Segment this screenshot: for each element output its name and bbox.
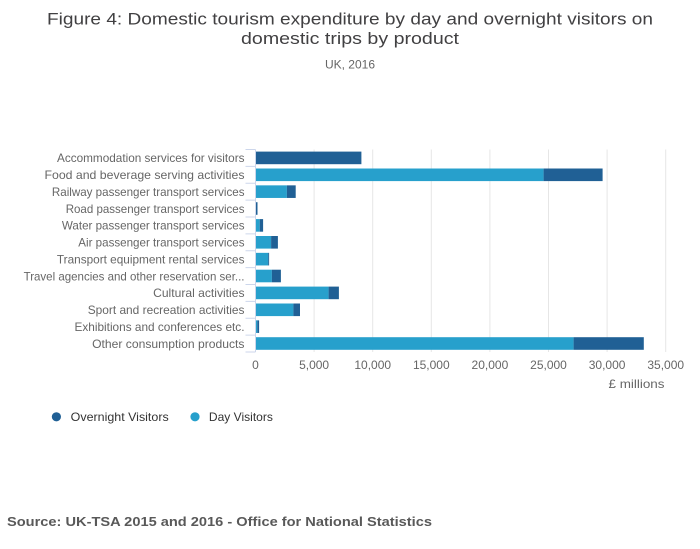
svg-text:Source: UK-TSA 2015 and 2016 -: Source: UK-TSA 2015 and 2016 - Office fo… — [7, 514, 432, 529]
svg-text:Water passenger transport serv: Water passenger transport services — [62, 219, 245, 233]
svg-text:Figure 4: Domestic tourism exp: Figure 4: Domestic tourism expenditure b… — [47, 11, 653, 29]
svg-text:5,000: 5,000 — [299, 358, 329, 372]
svg-text:Other consumption products: Other consumption products — [92, 337, 244, 351]
svg-text:Day Visitors: Day Visitors — [209, 410, 273, 424]
svg-text:Accommodation services for vis: Accommodation services for visitors — [57, 151, 245, 165]
svg-text:Exhibitions and conferences et: Exhibitions and conferences etc. — [75, 320, 245, 334]
svg-text:10,000: 10,000 — [354, 358, 391, 372]
svg-text:domestic trips by product: domestic trips by product — [241, 30, 459, 48]
svg-text:Air passenger transport servic: Air passenger transport services — [78, 236, 244, 250]
svg-text:Sport and recreation activitie: Sport and recreation activities — [88, 303, 245, 317]
svg-text:15,000: 15,000 — [413, 358, 450, 372]
svg-text:Cultural activities: Cultural activities — [153, 286, 244, 300]
svg-text:Food and beverage serving acti: Food and beverage serving activities — [45, 168, 245, 182]
svg-text:£ millions: £ millions — [609, 377, 665, 391]
svg-text:Travel agencies and other rese: Travel agencies and other reservation se… — [24, 269, 245, 283]
svg-text:UK, 2016: UK, 2016 — [325, 57, 375, 71]
svg-text:Overnight Visitors: Overnight Visitors — [71, 410, 169, 424]
svg-text:Road passenger transport servi: Road passenger transport services — [66, 202, 245, 216]
svg-text:Railway passenger transport se: Railway passenger transport services — [52, 185, 245, 199]
svg-text:25,000: 25,000 — [530, 358, 567, 372]
svg-text:Transport equipment rental ser: Transport equipment rental services — [57, 253, 245, 267]
svg-text:35,000: 35,000 — [647, 358, 684, 372]
svg-text:0: 0 — [252, 358, 259, 372]
svg-text:30,000: 30,000 — [589, 358, 626, 372]
svg-text:20,000: 20,000 — [472, 358, 509, 372]
